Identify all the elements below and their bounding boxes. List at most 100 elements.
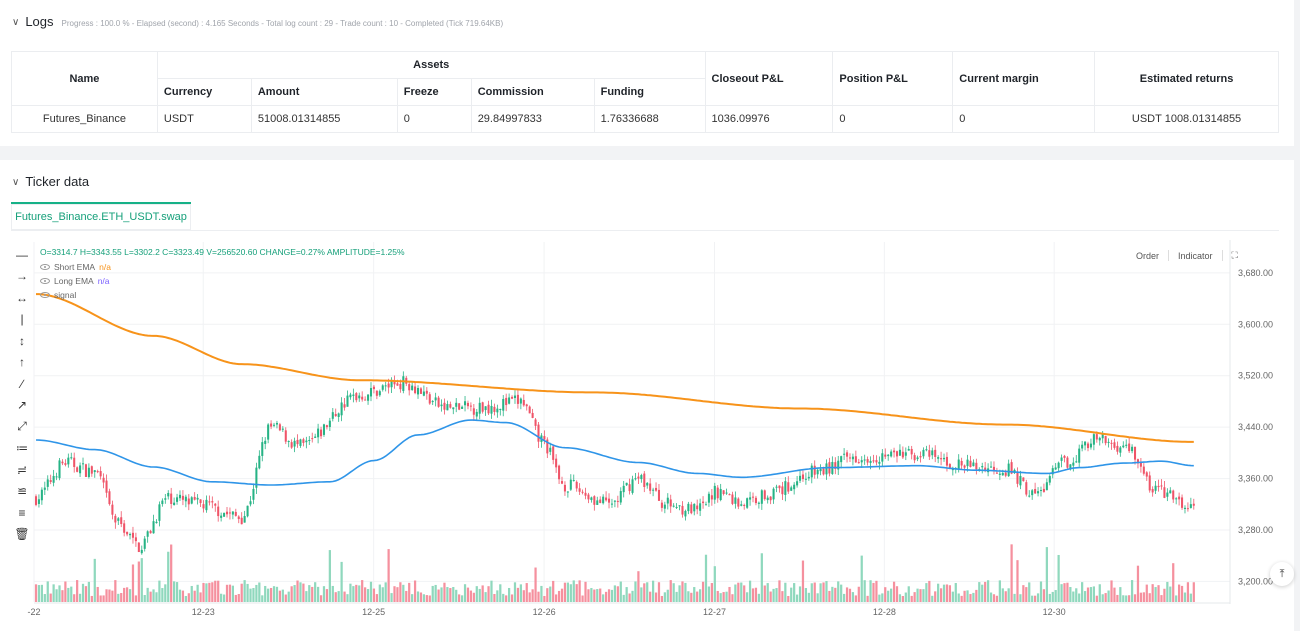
volume-bar [146,587,149,602]
volume-bar [405,590,408,602]
legend-signal[interactable]: signal [40,290,76,300]
candle-body [534,419,537,426]
candle-body [1136,459,1139,464]
volume-bar [563,582,567,602]
volume-bar [649,591,652,602]
candle-body [640,475,643,480]
volume-bar [1016,560,1019,602]
volume-bar [1092,586,1096,602]
volume-bar [272,586,276,602]
volume-bar [96,586,99,602]
volume-bar [261,595,264,602]
candle-body [79,465,82,474]
ray-line-icon[interactable]: ↗ [16,398,28,413]
chevron-down-icon[interactable]: ∨ [12,17,20,28]
volume-bar [840,584,843,602]
candle-body [772,488,775,500]
horizontal-segment-icon[interactable]: ↔ [16,290,28,305]
header-closeout-pnl: Closeout P&L [704,51,834,106]
volume-bar [1089,587,1093,602]
logs-title: Logs [25,14,54,29]
volume-bar [910,595,913,602]
horizontal-line-icon[interactable]: — [16,247,28,262]
tab-eth-usdt-swap[interactable]: Futures_Binance.ETH_USDT.swap [11,202,191,230]
back-to-top-button[interactable]: ⤒ [1270,562,1294,586]
indicator-button[interactable]: Indicator [1178,250,1213,261]
legend-long-ema[interactable]: Long EMA n/a [40,276,110,286]
chart-canvas[interactable]: 3,680.00 3,600.00 3,520.00 3,440.00 3,360.00… [0,240,1294,631]
volume-bar [422,594,426,602]
volume-bar [155,592,158,602]
volume-bar [322,586,326,602]
volume-bar [46,581,49,602]
logs-header[interactable]: ∨ Logs Progress : 100.0 % - Elapsed (sec… [12,14,503,29]
candle-body [781,486,784,495]
volume-bar [58,585,61,602]
fullscreen-icon[interactable]: ⛶ [1231,250,1238,260]
vertical-ray-icon[interactable]: ↑ [19,355,25,370]
eye-icon[interactable] [40,292,50,298]
candle-body [170,493,173,504]
volume-bar [1054,590,1057,602]
trash-icon[interactable]: 🗑 [14,527,30,542]
candle-body [593,496,596,505]
candle-body [487,404,490,414]
candle-body [178,494,182,499]
x-tick-label: 12-27 [703,607,726,617]
volume-bar [848,588,852,602]
candle-body [105,480,108,493]
fibonacci-icon[interactable]: ≌ [16,484,28,499]
candle-body [942,457,946,460]
legend-short-ema[interactable]: Short EMA n/a [40,262,111,272]
volume-bar [396,587,399,602]
volume-bar [437,589,440,602]
candle-body [40,489,43,501]
volume-bar [381,587,384,602]
horizontal-ray-icon[interactable]: → [16,269,28,284]
volume-bar [1028,582,1031,602]
extended-line-icon[interactable]: ⤢ [17,419,27,434]
volume-bar [208,582,211,602]
volume-bar [942,584,946,602]
candle-body [184,496,187,502]
candle-body [108,491,111,505]
chevron-down-icon[interactable]: ∨ [12,177,20,188]
candle-body [760,490,763,504]
candle-body [775,486,778,488]
price-channel-icon[interactable]: ≔ [16,441,28,456]
candle-body [895,451,899,457]
ticker-header[interactable]: ∨ Ticker data [12,174,89,189]
vertical-line-icon[interactable]: | [20,312,24,327]
candle-body [140,549,143,554]
volume-bar [1183,592,1187,602]
legend-label: signal [54,290,77,300]
candle-body [93,470,96,473]
ticker-title: Ticker data [25,174,90,189]
ticker-panel: ∨ Ticker data Futures_Binance.ETH_USDT.s… [0,160,1294,631]
volume-bar [954,583,957,602]
volume-bar [296,580,299,602]
volume-bar [763,585,766,602]
fib-levels-icon[interactable]: ≡ [18,505,26,520]
volume-bar [1081,582,1084,602]
volume-bar [951,591,954,602]
vertical-segment-icon[interactable]: ↕ [19,333,25,348]
legend-label: Long EMA [54,276,94,286]
volume-bar [801,560,805,602]
trend-line-icon[interactable]: ∕ [20,376,23,391]
candle-body [1042,488,1045,492]
parallel-line-icon[interactable]: ≓ [16,462,28,477]
candlestick-chart[interactable]: 3,680.00 3,600.00 3,520.00 3,440.00 3,360.00… [0,240,1294,631]
order-button[interactable]: Order [1136,250,1160,261]
eye-icon[interactable] [40,278,50,284]
volume-bar [578,580,581,602]
volume-bar [278,590,282,602]
candle-body [305,440,308,443]
volume-bar [1013,593,1016,602]
volume-bar [419,592,423,602]
volume-bar [1022,585,1025,602]
volume-bar [475,586,478,602]
volume-bar [787,595,790,602]
candle-body [898,449,901,456]
eye-icon[interactable] [40,264,50,270]
